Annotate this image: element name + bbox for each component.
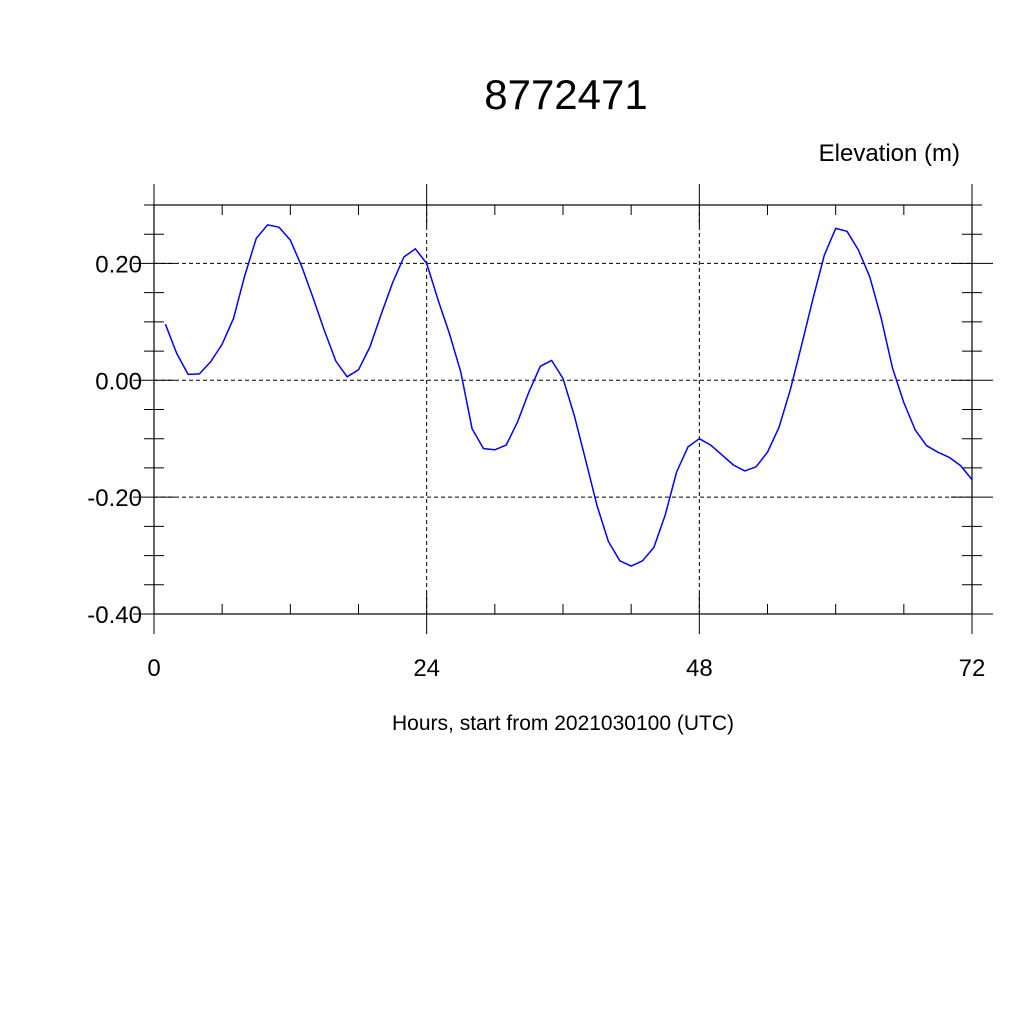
series-group (164, 224, 973, 567)
plot-frame (153, 204, 973, 615)
axis-ticks (133, 184, 993, 634)
tick-labels: 0 24 48 72 -0.40 -0.20 0.00 0.20 (87, 251, 985, 682)
chart-title: 8772471 (484, 71, 648, 118)
x-axis-label: Hours, start from 2021030100 (UTC) (392, 712, 734, 735)
y-tick-label: -0.40 (87, 602, 142, 629)
grid-lines (154, 205, 972, 614)
x-tick-label: 48 (686, 655, 713, 682)
y-tick-label: 0.00 (95, 368, 142, 395)
x-tick-label: 72 (959, 655, 986, 682)
x-tick-label: 24 (413, 655, 440, 682)
y-axis-label: Elevation (m) (819, 140, 960, 167)
elevation-series-line (164, 224, 973, 567)
x-tick-label: 0 (147, 655, 160, 682)
y-tick-label: 0.20 (95, 251, 142, 278)
y-tick-label: -0.20 (87, 485, 142, 512)
